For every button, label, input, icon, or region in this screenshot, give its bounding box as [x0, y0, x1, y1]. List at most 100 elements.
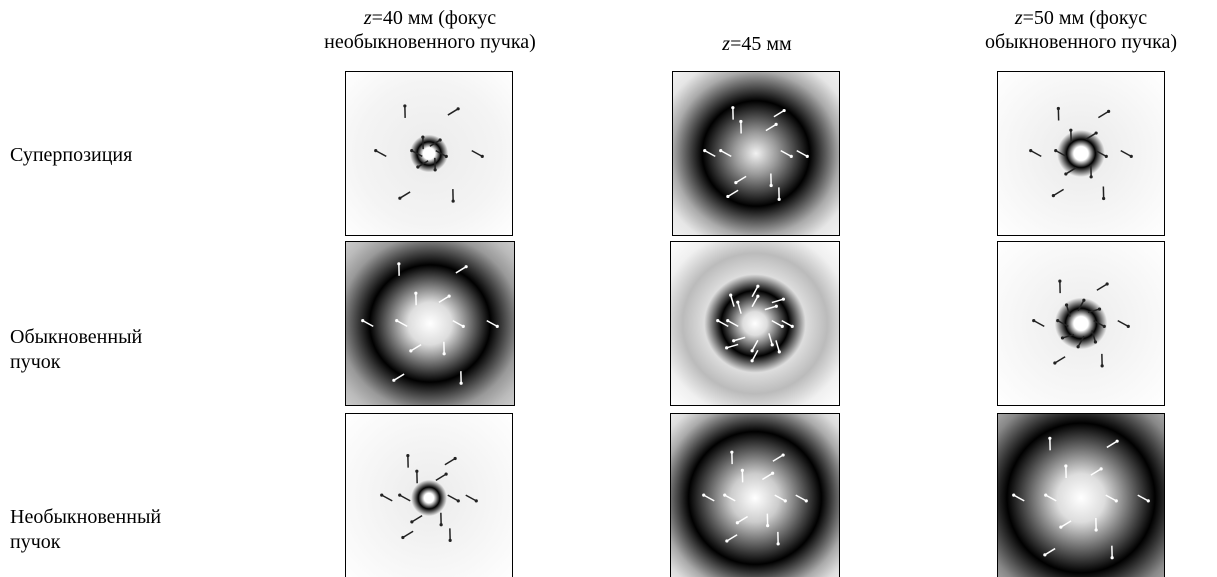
arrow-head [1116, 440, 1119, 443]
arrow-head [766, 524, 769, 527]
arrow-head [1101, 364, 1104, 367]
arrow-head [719, 149, 722, 152]
arrow-head [725, 346, 728, 349]
arrow-head [1043, 553, 1046, 556]
arrow-head [410, 149, 413, 152]
arrow-head [1107, 110, 1110, 113]
arrow-head [1095, 528, 1098, 531]
arrow-head [454, 457, 457, 460]
arrow-head [783, 109, 786, 112]
arrow-head [731, 106, 734, 109]
arrow-head [771, 343, 774, 346]
arrow-head [398, 494, 401, 497]
arrow-head [1111, 556, 1114, 559]
arrow-head [395, 319, 398, 322]
arrow-head [703, 149, 706, 152]
arrow-head [1100, 467, 1103, 470]
arrow-head [1102, 197, 1105, 200]
arrow-head [465, 265, 468, 268]
arrow-head [751, 349, 754, 352]
arrow-head [736, 301, 739, 304]
arrow-head [736, 521, 739, 524]
arrow-head [1069, 129, 1072, 132]
arrow-head [726, 319, 729, 322]
arrow-head [716, 319, 719, 322]
arrow-head [756, 295, 759, 298]
arrow-head [1147, 499, 1150, 502]
arrow-head [481, 155, 484, 158]
arrow-head [1058, 280, 1061, 283]
row-label: Суперпозиция [10, 143, 132, 168]
arrow-head [1053, 361, 1056, 364]
arrow-head [457, 499, 460, 502]
arrow-head [775, 123, 778, 126]
beam-image [345, 241, 515, 406]
arrow-head [445, 472, 448, 475]
arrow-head [439, 138, 442, 141]
arrow-head [790, 155, 793, 158]
arrow-head [1065, 303, 1068, 306]
arrow-head [460, 382, 463, 385]
arrow-head [1052, 194, 1055, 197]
beam-image [345, 413, 513, 577]
beam-image [670, 413, 840, 577]
beam-image [997, 241, 1165, 406]
arrow-head [770, 184, 773, 187]
arrow-head [374, 149, 377, 152]
arrow-head [1048, 437, 1051, 440]
beam-image [672, 71, 840, 236]
arrow-head [443, 352, 446, 355]
arrow-head [1106, 282, 1109, 285]
arrow-head [1090, 175, 1093, 178]
beam-image [345, 71, 513, 236]
arrow-head [1103, 325, 1106, 328]
arrow-head [416, 165, 419, 168]
arrow-head [1105, 155, 1108, 158]
arrow-head [475, 499, 478, 502]
arrow-head [1044, 494, 1047, 497]
arrow-head [778, 350, 781, 353]
arrow-head [406, 454, 409, 457]
arrow-head [445, 155, 448, 158]
column-header: z=45 мм [592, 32, 922, 56]
arrow-head [778, 198, 781, 201]
beam-image [997, 413, 1165, 577]
arrow-head [732, 339, 735, 342]
arrow-head [734, 181, 737, 184]
arrow-head [410, 520, 413, 523]
arrow-head [361, 319, 364, 322]
beam-image [670, 241, 840, 406]
arrow-head [448, 295, 451, 298]
arrow-head [806, 155, 809, 158]
arrow-head [1059, 526, 1062, 529]
arrow-head [380, 494, 383, 497]
arrow-head [702, 494, 705, 497]
arrow-head [1064, 464, 1067, 467]
arrow-head [729, 294, 732, 297]
arrow-head [398, 197, 401, 200]
arrow-head [392, 379, 395, 382]
arrow-head [1094, 340, 1097, 343]
arrow-head [449, 539, 452, 542]
arrow-head [1029, 149, 1032, 152]
arrow-head [1082, 299, 1085, 302]
arrow-head [739, 120, 742, 123]
figure: z=40 мм (фокуснеобыкновенного пучка) z=4… [0, 0, 1217, 577]
arrow-head [409, 349, 412, 352]
arrow-head [730, 451, 733, 454]
arrow-head [1012, 494, 1015, 497]
arrow-head [403, 104, 406, 107]
arrow-head [756, 285, 759, 288]
arrow-head [1032, 319, 1035, 322]
arrow-head [726, 195, 729, 198]
arrow-head [401, 536, 404, 539]
arrow-head [414, 292, 417, 295]
arrow-head [462, 325, 465, 328]
arrow-head [777, 542, 780, 545]
arrow-head [775, 305, 778, 308]
arrow-head [434, 168, 437, 171]
arrow-head [784, 499, 787, 502]
